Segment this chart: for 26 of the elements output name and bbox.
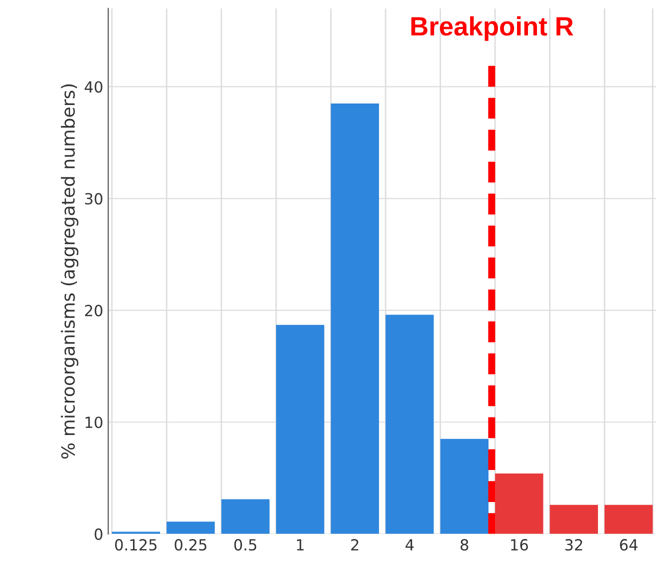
x-tick-label: 16 [511,539,528,551]
y-tick-label: 40 [84,81,102,93]
ref-line-label: Breakpoint R [411,16,574,41]
bar [604,504,653,534]
bar [495,474,544,534]
y-tick-label: 0 [94,528,102,540]
y-tick-label: 20 [85,304,102,316]
bar [440,438,488,534]
x-tick-label: 8 [460,539,468,551]
bar [550,504,598,534]
bar [221,499,270,534]
bar [386,314,434,534]
x-tick-label: 0.125 [115,539,156,551]
x-tick-label: 1 [297,539,304,550]
y-tick-label: 10 [86,416,102,428]
bar [276,324,324,534]
y-axis-title: % microorganisms (aggregated numbers) [60,84,78,459]
y-tick-label: 30 [85,192,102,205]
x-tick-label: 0.25 [174,539,206,551]
x-tick-label: 0.5 [234,539,256,551]
x-tick-label: 4 [406,539,414,550]
bar [166,522,215,534]
x-tick-label: 2 [351,539,358,550]
x-tick-label: 32 [565,539,582,551]
x-tick-label: 64 [620,539,638,551]
bar [330,104,380,534]
